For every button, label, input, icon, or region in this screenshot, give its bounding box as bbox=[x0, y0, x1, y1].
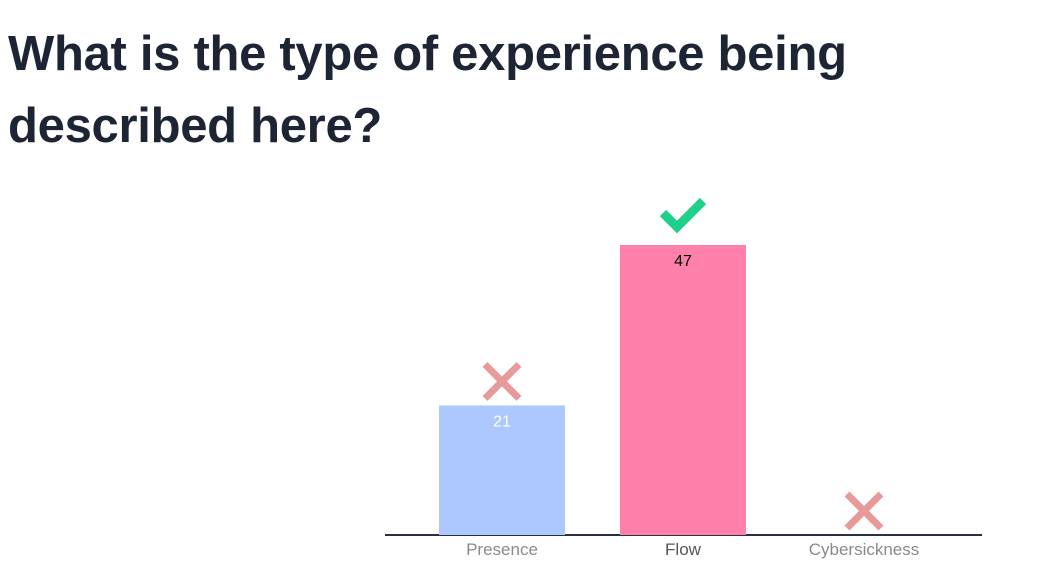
wrong-mark bbox=[844, 491, 884, 531]
value-label: 21 bbox=[493, 413, 511, 430]
question-title: What is the type of experience being des… bbox=[8, 27, 847, 153]
bar bbox=[439, 405, 565, 535]
wrong-mark bbox=[482, 361, 522, 401]
x-tick-label: Presence bbox=[466, 540, 538, 559]
bar bbox=[620, 245, 746, 535]
correct-mark bbox=[659, 197, 707, 234]
x-tick-label: Cybersickness bbox=[809, 540, 920, 559]
x-tick-label: Flow bbox=[665, 540, 702, 559]
value-label: 47 bbox=[674, 253, 692, 270]
